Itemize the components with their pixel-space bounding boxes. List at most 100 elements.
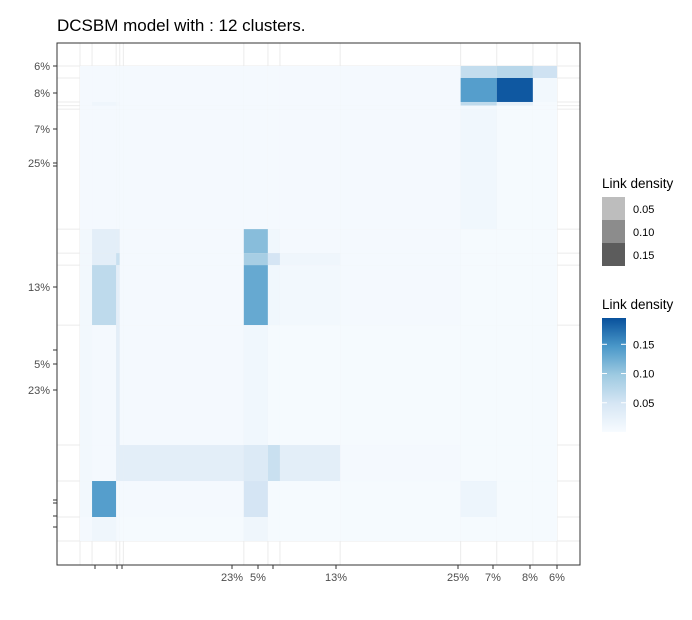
heatmap-cell [267, 445, 280, 482]
heatmap-cell [116, 105, 120, 110]
heatmap-cell [80, 109, 93, 230]
heatmap-cell [460, 77, 497, 102]
y-tick-label: 7% [34, 124, 50, 136]
heatmap-cells [80, 66, 557, 541]
x-axis: 23% 5% 13% 25% 7% 8% 6% [94, 565, 565, 584]
size-legend-key [602, 220, 625, 243]
heatmap-cell [119, 77, 124, 102]
heatmap-cell [340, 109, 461, 230]
y-tick-label: 8% [34, 88, 50, 100]
heatmap-cell [80, 445, 93, 482]
heatmap-cell [123, 253, 244, 266]
size-legend-key [602, 243, 625, 266]
heatmap-cell [340, 77, 461, 102]
heatmap-cell [116, 481, 120, 518]
size-legend-title: Link density [602, 176, 674, 191]
heatmap-cell [496, 265, 533, 326]
heatmap-cell [340, 481, 461, 518]
heatmap-cell [92, 66, 117, 78]
heatmap-cell [123, 229, 244, 254]
x-tick-label: 8% [522, 572, 538, 584]
heatmap-cell [460, 105, 497, 110]
heatmap-cell [116, 77, 120, 102]
heatmap-cell [119, 253, 124, 266]
heatmap-cell [267, 105, 280, 110]
heatmap-cell [340, 229, 461, 254]
heatmap-cell [119, 517, 124, 541]
y-tick-label: 13% [28, 282, 50, 294]
heatmap-cell [80, 265, 93, 326]
heatmap-cell [496, 481, 533, 518]
heatmap-cell [119, 481, 124, 518]
heatmap-cell [123, 481, 244, 518]
heatmap-cell [267, 325, 280, 446]
heatmap-cell [532, 105, 557, 110]
heatmap-cell [267, 66, 280, 78]
heatmap-cell [243, 253, 268, 266]
heatmap-cell [80, 77, 93, 102]
heatmap-cell [119, 445, 124, 482]
x-tick-label: 6% [549, 572, 565, 584]
heatmap-cell [267, 101, 280, 106]
heatmap-cell [119, 66, 124, 78]
fill-legend: Link density 0.05 0.10 0.15 [602, 297, 674, 432]
heatmap-cell [80, 229, 93, 254]
heatmap-cell [116, 445, 120, 482]
heatmap-cell [496, 109, 533, 230]
heatmap-cell [123, 517, 244, 541]
heatmap-cell [92, 105, 117, 110]
heatmap-cell [243, 66, 268, 78]
heatmap-cell [496, 229, 533, 254]
y-tick-label: 5% [34, 359, 50, 371]
heatmap-cell [496, 253, 533, 266]
heatmap-cell [92, 265, 117, 326]
heatmap-cell [116, 109, 120, 230]
heatmap-cell [340, 66, 461, 78]
heatmap-cell [279, 445, 341, 482]
heatmap-cell [279, 66, 341, 78]
y-tick-label: 23% [28, 385, 50, 397]
heatmap-cell [243, 109, 268, 230]
heatmap-cell [460, 325, 497, 446]
heatmap-cell [92, 445, 117, 482]
heatmap-cell [80, 101, 93, 106]
x-tick-label: 13% [325, 572, 347, 584]
heatmap-cell [116, 253, 120, 266]
heatmap-cell [532, 66, 557, 78]
heatmap-cell [123, 66, 244, 78]
plot-border [56, 42, 581, 566]
x-tick-label: 23% [221, 572, 243, 584]
heatmap-cell [532, 265, 557, 326]
y-axis: 6% 8% 7% 25% 13% 5% 23% [28, 61, 57, 528]
heatmap-cell [340, 445, 461, 482]
heatmap-cell [267, 253, 280, 266]
heatmap-cell [123, 109, 244, 230]
heatmap-cell [279, 325, 341, 446]
heatmap-cell [119, 229, 124, 254]
size-legend-key [602, 197, 625, 220]
heatmap-cell [92, 101, 117, 106]
heatmap-cell [123, 105, 244, 110]
heatmap-cell [267, 517, 280, 541]
heatmap-cell [532, 101, 557, 106]
heatmap-cell [532, 229, 557, 254]
heatmap-cell [460, 66, 497, 78]
heatmap-cell [532, 481, 557, 518]
heatmap-cell [119, 105, 124, 110]
heatmap-cell [279, 105, 341, 110]
heatmap-cell [496, 101, 533, 106]
heatmap-cell [116, 325, 120, 446]
heatmap-cell [279, 77, 341, 102]
heatmap-cell [243, 445, 268, 482]
heatmap-cell [80, 253, 93, 266]
x-tick-label: 7% [485, 572, 501, 584]
heatmap-cell [123, 77, 244, 102]
heatmap-cell [496, 66, 533, 78]
heatmap-cell [80, 105, 93, 110]
heatmap-cell [80, 517, 93, 541]
heatmap-cell [267, 265, 280, 326]
heatmap-cell [267, 109, 280, 230]
heatmap-cell [116, 101, 120, 106]
heatmap-cell [496, 445, 533, 482]
